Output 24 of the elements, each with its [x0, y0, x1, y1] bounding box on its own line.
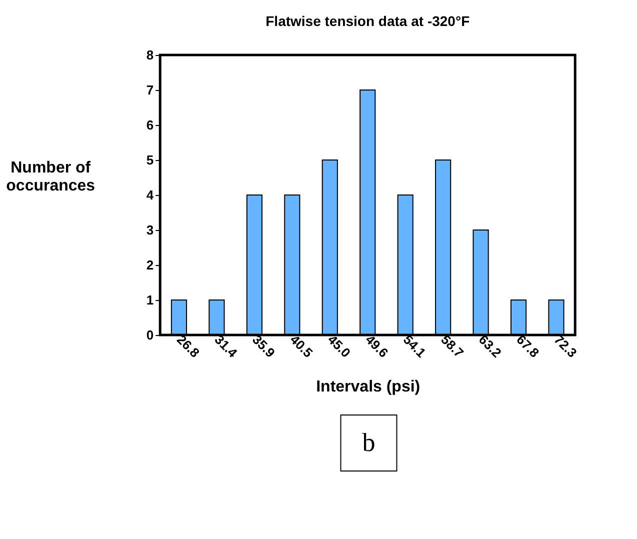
- text: b: [362, 428, 376, 457]
- x-tick-label: 58.7: [438, 332, 467, 360]
- x-tick-label: 67.8: [514, 332, 542, 360]
- x-tick-label: 40.5: [287, 332, 316, 360]
- x-tick-label: 54.1: [400, 332, 429, 360]
- x-tick-label: 49.6: [362, 332, 392, 360]
- chart-title: Flatwise tension data at -320°F: [266, 13, 470, 29]
- x-tick-label: 31.4: [212, 332, 241, 361]
- x-tick-label: 63.2: [476, 332, 504, 360]
- x-axis-title: Intervals (psi): [316, 378, 420, 396]
- y-tick-label: 2: [146, 258, 154, 272]
- y-tick-label: 7: [146, 82, 154, 98]
- y-tick-label: 5: [146, 152, 154, 168]
- y-tick-label: 1: [146, 292, 154, 308]
- x-tick-label: 26.8: [174, 332, 203, 360]
- x-tick-label: 45.0: [324, 332, 354, 360]
- y-tick-label: 0: [146, 328, 154, 342]
- y-tick-label: 3: [146, 222, 154, 238]
- y-tick-label: 8: [146, 48, 154, 62]
- x-tick-label: 35.9: [249, 332, 278, 360]
- y-axis-title: Number of occurances: [6, 160, 96, 194]
- x-tick-label: 72.3: [551, 332, 580, 360]
- y-tick-label: 4: [146, 188, 154, 202]
- y-tick-label: 6: [146, 118, 154, 132]
